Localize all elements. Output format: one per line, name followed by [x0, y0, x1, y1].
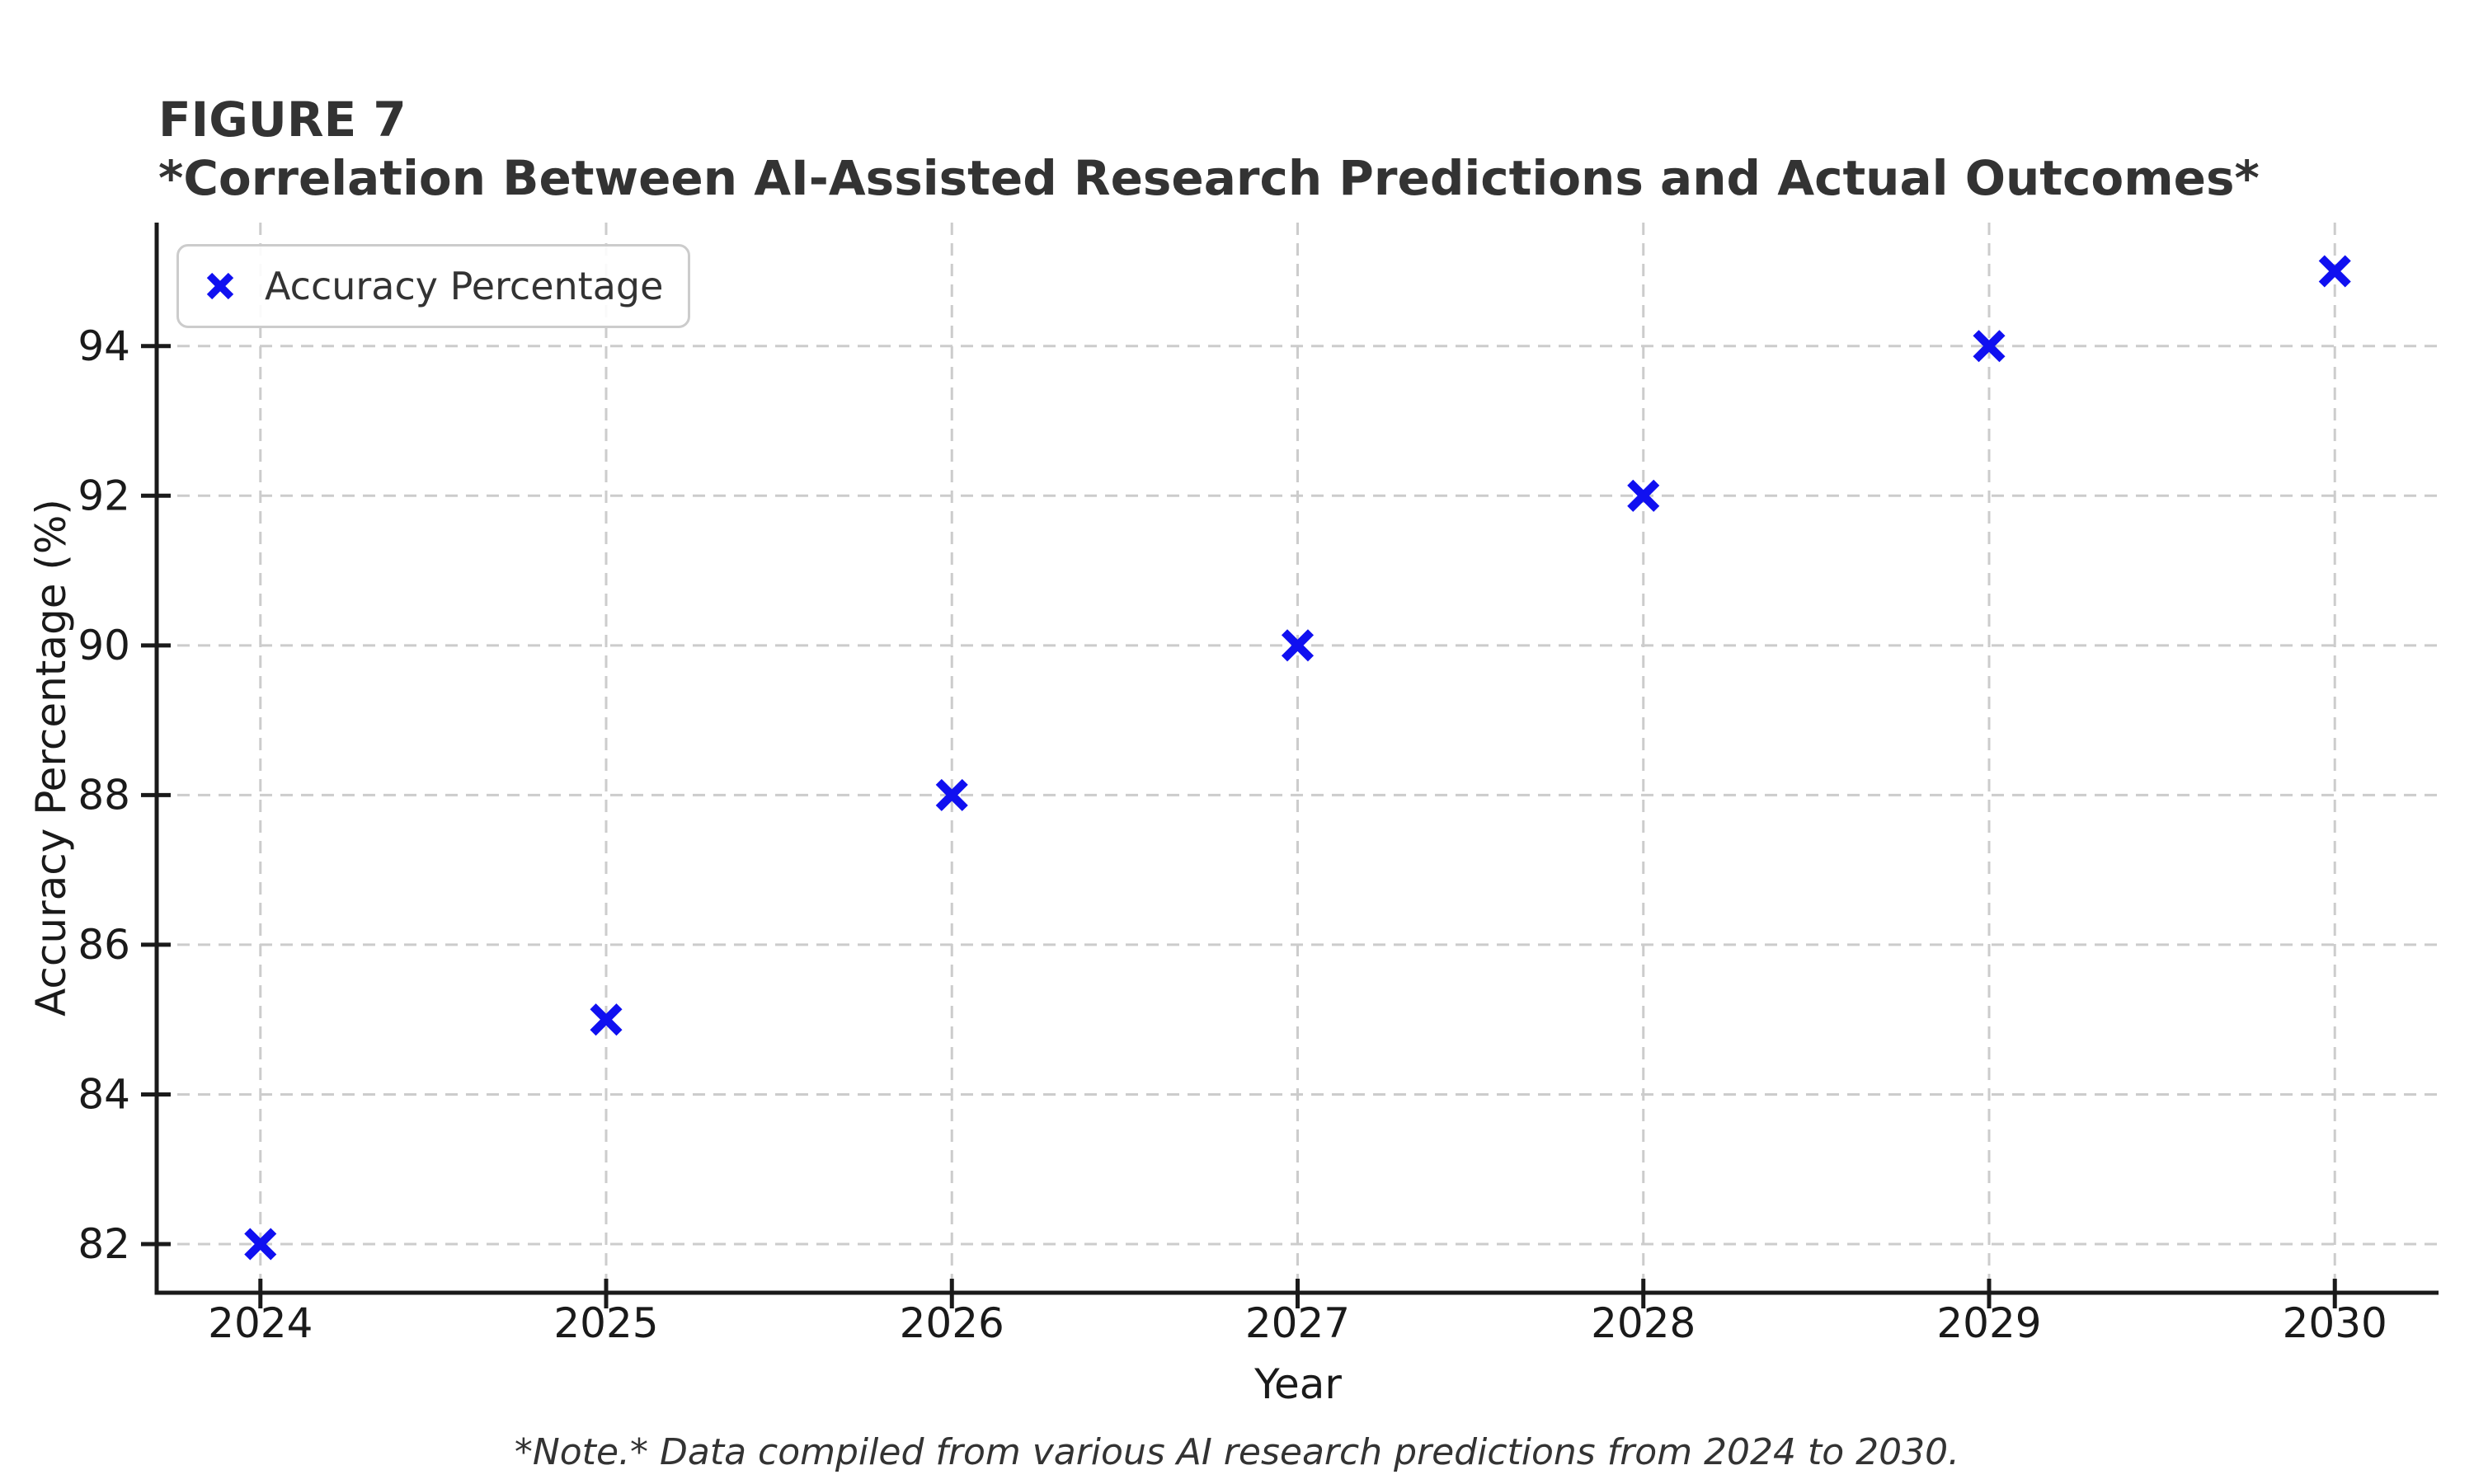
- legend: Accuracy Percentage: [176, 244, 691, 328]
- x-tick-label: 2027: [1245, 1299, 1350, 1347]
- x-tick-label: 2026: [900, 1299, 1004, 1347]
- data-point-marker: [1281, 629, 1315, 662]
- data-point-marker: [2318, 255, 2351, 288]
- y-tick-label: 92: [78, 472, 130, 519]
- data-point-marker: [244, 1228, 277, 1261]
- y-tick-label: 88: [78, 771, 130, 819]
- data-point-marker: [590, 1003, 623, 1036]
- y-tick-label: 86: [78, 921, 130, 969]
- x-tick-label: 2030: [2283, 1299, 2387, 1347]
- data-point-marker: [935, 778, 968, 811]
- y-tick-label: 94: [78, 322, 130, 370]
- figure-label: FIGURE 7: [158, 92, 407, 148]
- x-tick-label: 2028: [1591, 1299, 1696, 1347]
- data-point-marker: [1973, 330, 2006, 363]
- figure-title: *Correlation Between AI-Assisted Researc…: [158, 150, 2260, 206]
- note-text: *Note.* Data compiled from various AI re…: [514, 1431, 1960, 1473]
- title-block: FIGURE 7 *Correlation Between AI-Assiste…: [158, 91, 2260, 208]
- y-axis-label: Accuracy Percentage (%): [27, 499, 75, 1017]
- x-axis-label: Year: [1254, 1360, 1342, 1408]
- legend-x-marker-icon: [206, 272, 234, 300]
- y-tick-label: 84: [78, 1070, 130, 1118]
- y-tick-label: 82: [78, 1220, 130, 1268]
- x-tick-label: 2029: [1936, 1299, 2041, 1347]
- x-tick-label: 2025: [553, 1299, 658, 1347]
- x-tick-label: 2024: [208, 1299, 313, 1347]
- y-tick-label: 90: [78, 622, 130, 669]
- legend-label: Accuracy Percentage: [265, 264, 664, 308]
- data-point-marker: [1627, 479, 1660, 512]
